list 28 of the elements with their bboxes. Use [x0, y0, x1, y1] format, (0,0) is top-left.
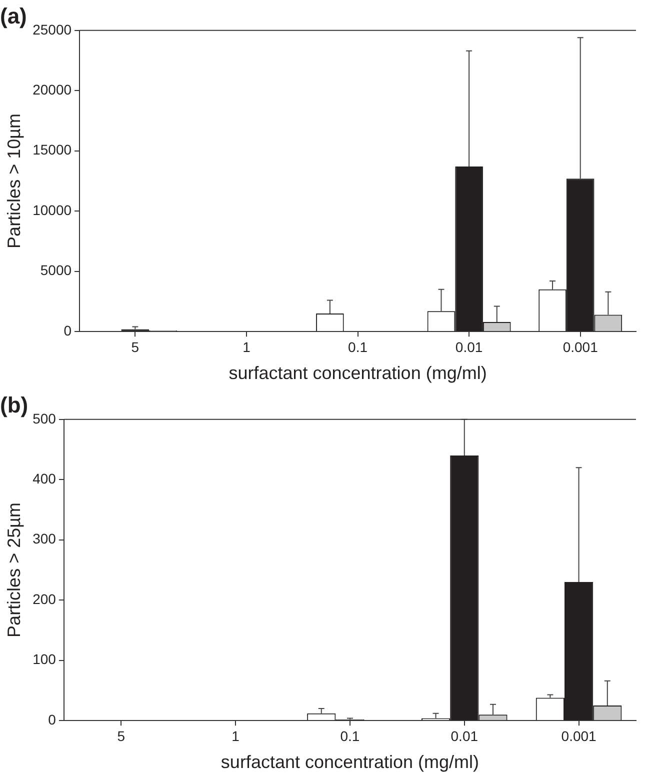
x-tick-label: 0.001: [561, 728, 597, 744]
y-tick-label: 20000: [32, 82, 72, 98]
y-tick-label: 15000: [32, 142, 72, 158]
x-tick-label: 0.001: [562, 338, 598, 355]
chart-title: (a): [0, 3, 27, 28]
x-tick-label: 0.01: [450, 728, 478, 744]
y-tick-label: 10000: [32, 202, 72, 218]
y-tick-label: 100: [32, 651, 56, 668]
x-tick-label: 5: [131, 338, 140, 355]
x-tick-label: 0.1: [348, 338, 368, 355]
y-tick-label: 5000: [40, 262, 72, 278]
x-axis-title: surfactant concentration (mg/ml): [228, 363, 487, 384]
y-tick-label: 0: [64, 322, 72, 338]
x-axis-title: surfactant concentration (mg/ml): [220, 752, 480, 772]
x-tick-label: 1: [242, 338, 251, 355]
x-tick-label: 0.1: [340, 728, 360, 744]
y-axis-title: Particles > 10µm: [4, 114, 24, 248]
y-tick-label: 25000: [32, 21, 72, 38]
y-tick-label: 500: [32, 410, 56, 426]
x-tick-label: 5: [117, 728, 126, 744]
y-tick-label: 200: [32, 590, 56, 607]
x-tick-label: 0.01: [455, 338, 483, 355]
y-tick-label: 0: [48, 711, 56, 728]
y-tick-label: 400: [32, 470, 56, 486]
y-tick-label: 300: [32, 530, 56, 547]
x-tick-label: 1: [232, 728, 240, 744]
chart-title: (b): [0, 392, 28, 418]
y-axis-title: Particles > 25µm: [4, 502, 24, 638]
